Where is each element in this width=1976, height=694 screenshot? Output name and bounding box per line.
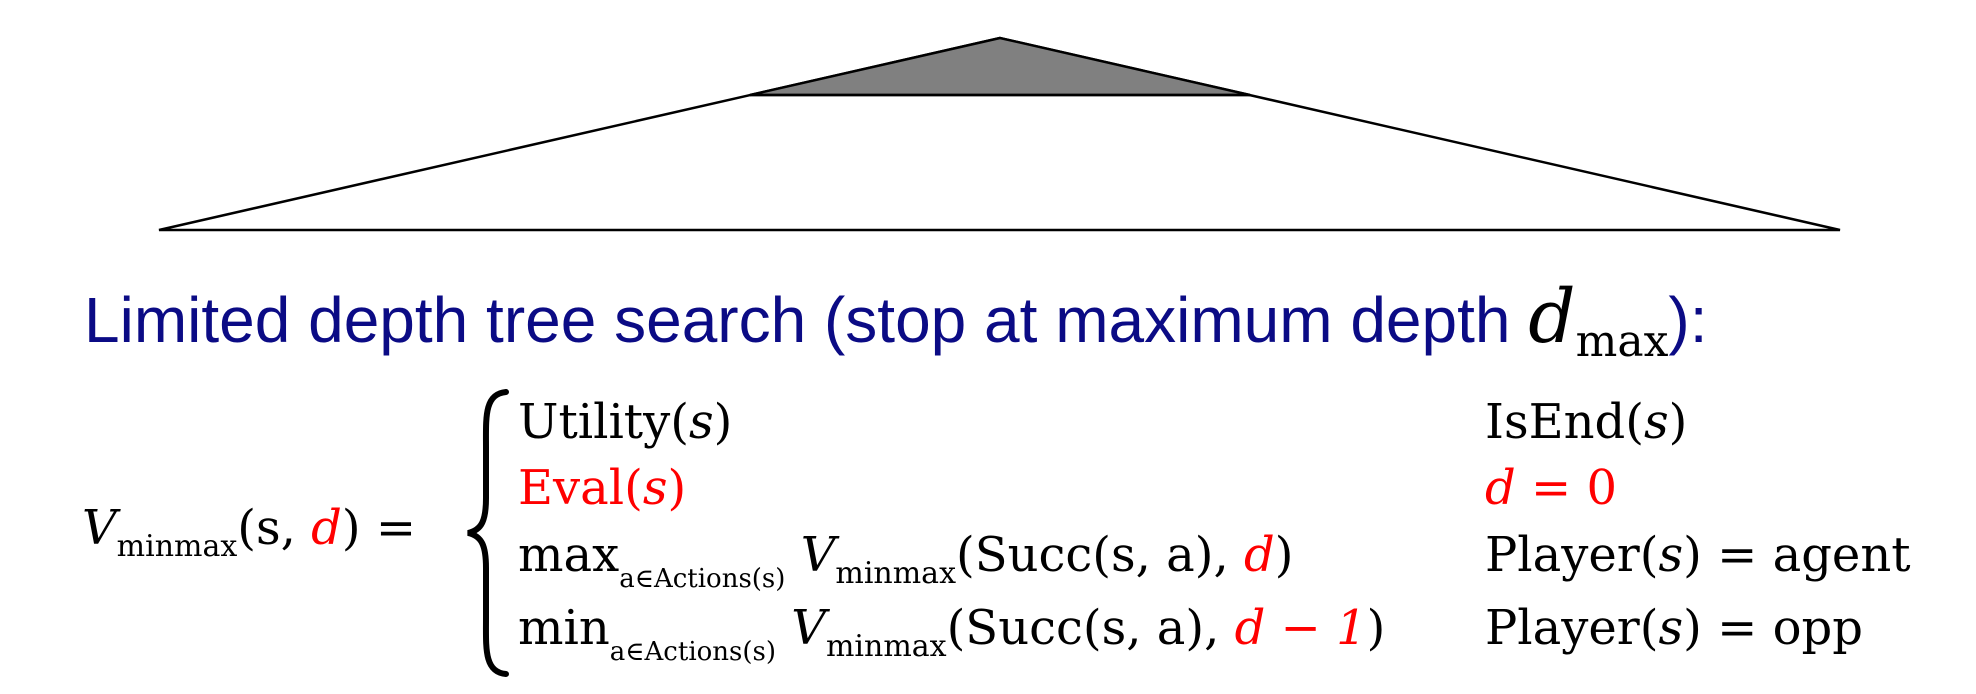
case-depth-zero-cond: d = 0	[1485, 458, 1617, 518]
value-function-symbol: V	[82, 500, 117, 556]
utility-label: Utility(	[518, 394, 689, 450]
paren-close: )	[713, 394, 733, 450]
max-operator: max	[518, 527, 620, 583]
state-variable: s	[1644, 394, 1669, 450]
lhs-args: (s,	[237, 500, 312, 556]
case-eval-expr: Eval(s)	[518, 458, 686, 518]
value-function-symbol: V	[791, 600, 826, 656]
equation-lhs: Vminmax(s, d) =	[82, 498, 416, 577]
dmax-subscript: max	[1575, 316, 1669, 367]
lhs-close: ) =	[341, 500, 417, 556]
dmax-symbol: d	[1528, 274, 1576, 360]
max-subscript: a∈Actions(s)	[619, 564, 786, 594]
opp-condition: ) = opp	[1683, 600, 1863, 656]
search-tree-diagram	[158, 36, 1841, 232]
slide-heading: Limited depth tree search (stop at maxim…	[84, 272, 1708, 367]
case-opp-cond: Player(s) = opp	[1485, 598, 1863, 658]
succ-args: (Succ(s, a),	[956, 527, 1245, 583]
paren-close: )	[1668, 394, 1688, 450]
full-tree-outline	[158, 36, 1841, 232]
equals-zero: = 0	[1515, 460, 1618, 516]
state-variable: s	[1658, 527, 1684, 583]
eval-label: Eval(	[518, 460, 643, 516]
case-isend-cond: IsEnd(s)	[1485, 392, 1687, 452]
value-function-subscript: minmax	[825, 629, 947, 664]
min-operator: min	[518, 600, 610, 656]
depth-variable: d	[1485, 460, 1516, 516]
heading-text: Limited depth tree search (stop at maxim…	[84, 284, 1529, 356]
state-variable: s	[688, 394, 714, 450]
succ-args: (Succ(s, a),	[946, 600, 1235, 656]
state-variable: s	[642, 460, 668, 516]
state-variable: s	[1658, 600, 1684, 656]
paren-close: )	[667, 460, 687, 516]
player-label: Player(	[1485, 527, 1659, 583]
isend-label: IsEnd(	[1485, 394, 1644, 450]
heading-suffix: ):	[1668, 284, 1708, 356]
depth-variable: d	[1244, 527, 1275, 583]
lhs-depth-variable: d	[311, 500, 342, 556]
limited-depth-region	[749, 36, 1251, 97]
player-label: Player(	[1485, 600, 1659, 656]
paren-close: )	[1274, 527, 1294, 583]
case-min-expr: mina∈Actions(s) Vminmax(Succ(s, a), d − …	[518, 598, 1385, 682]
value-function-subscript: minmax	[835, 556, 956, 591]
value-function-symbol: V	[800, 527, 836, 583]
depth-minus-one: d − 1	[1234, 600, 1367, 656]
value-function-subscript: minmax	[116, 529, 238, 564]
paren-close: )	[1366, 600, 1386, 656]
cases-brace	[467, 389, 509, 677]
case-max-expr: maxa∈Actions(s) Vminmax(Succ(s, a), d)	[518, 525, 1294, 609]
case-utility-expr: Utility(s)	[518, 392, 732, 452]
case-agent-cond: Player(s) = agent	[1485, 525, 1911, 585]
min-subscript: a∈Actions(s)	[609, 637, 777, 667]
agent-condition: ) = agent	[1683, 527, 1911, 583]
